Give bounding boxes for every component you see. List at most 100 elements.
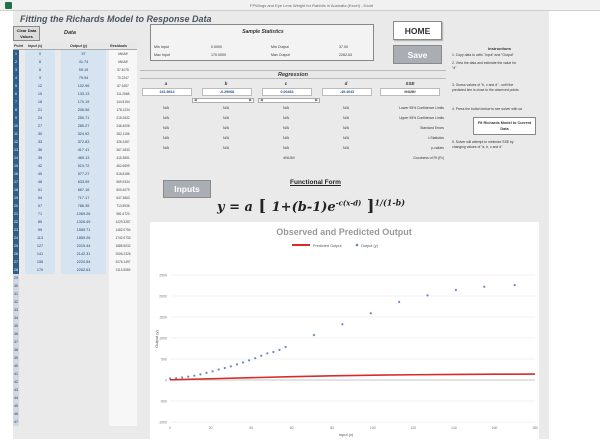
input-cell[interactable]: 51 <box>25 186 55 194</box>
input-cell[interactable]: 24 <box>25 114 55 122</box>
input-cell[interactable]: 54 <box>25 194 55 202</box>
input-cell[interactable] <box>25 346 55 354</box>
output-cell[interactable] <box>61 354 106 362</box>
input-cell[interactable] <box>25 394 55 402</box>
output-cell[interactable]: 37 <box>61 50 106 58</box>
input-cell[interactable] <box>25 298 55 306</box>
input-cell[interactable]: 141 <box>25 250 55 258</box>
output-cell[interactable]: 170.19 <box>61 98 106 106</box>
output-cell[interactable]: 324.92 <box>61 130 106 138</box>
input-cell[interactable] <box>25 418 55 426</box>
output-cell[interactable]: 206.56 <box>61 106 106 114</box>
fit-model-button[interactable]: Fit Richards Model to Current Data <box>473 117 536 135</box>
input-cell[interactable]: 18 <box>25 98 55 106</box>
input-cell[interactable] <box>25 322 55 330</box>
output-cell[interactable]: 417.41 <box>61 146 106 154</box>
output-cell[interactable] <box>61 346 106 354</box>
output-cell[interactable]: 79.94 <box>61 74 106 82</box>
param-c-slider[interactable]: ◀ ▶ <box>258 98 320 103</box>
input-cell[interactable] <box>25 402 55 410</box>
input-cell[interactable]: 113 <box>25 234 55 242</box>
output-cell[interactable]: 2220.54 <box>61 258 106 266</box>
input-cell[interactable] <box>25 410 55 418</box>
output-cell[interactable]: 59.19 <box>61 66 106 74</box>
output-cell[interactable] <box>61 386 106 394</box>
input-cell[interactable]: 12 <box>25 82 55 90</box>
output-cell[interactable] <box>61 322 106 330</box>
output-cell[interactable] <box>61 290 106 298</box>
input-cell[interactable]: 30 <box>25 130 55 138</box>
output-cell[interactable]: 102.96 <box>61 82 106 90</box>
input-cell[interactable]: 45 <box>25 170 55 178</box>
output-cell[interactable] <box>61 274 106 282</box>
arrow-left-icon[interactable]: ◀ <box>194 98 197 102</box>
output-cell[interactable]: 577.27 <box>61 170 106 178</box>
input-cell[interactable]: 21 <box>25 106 55 114</box>
param-c-input[interactable]: 0.00464 <box>262 88 312 96</box>
input-cell[interactable] <box>25 306 55 314</box>
input-cell[interactable] <box>25 378 55 386</box>
input-cell[interactable] <box>25 362 55 370</box>
home-button[interactable]: HOME <box>393 21 442 40</box>
input-cell[interactable]: 33 <box>25 138 55 146</box>
input-cell[interactable] <box>25 386 55 394</box>
inputs-button[interactable]: Inputs <box>163 180 211 198</box>
input-cell[interactable]: 155 <box>25 258 55 266</box>
output-cell[interactable] <box>61 370 106 378</box>
output-cell[interactable]: 133.13 <box>61 90 106 98</box>
output-cell[interactable]: 519.72 <box>61 162 106 170</box>
output-cell[interactable] <box>61 402 106 410</box>
input-cell[interactable]: 71 <box>25 210 55 218</box>
input-cell[interactable] <box>25 314 55 322</box>
output-cell[interactable]: 2262.63 <box>61 266 106 274</box>
output-cell[interactable] <box>61 378 106 386</box>
input-cell[interactable] <box>25 290 55 298</box>
output-cell[interactable]: 285.27 <box>61 122 106 130</box>
input-cell[interactable] <box>25 354 55 362</box>
arrow-right-icon[interactable]: ▶ <box>315 98 318 102</box>
output-cell[interactable]: 633.59 <box>61 178 106 186</box>
input-cell[interactable]: 127 <box>25 242 55 250</box>
save-button[interactable]: Save <box>393 45 442 64</box>
output-cell[interactable]: 372.83 <box>61 138 106 146</box>
output-cell[interactable]: 2015.44 <box>61 242 106 250</box>
output-cell[interactable] <box>61 394 106 402</box>
input-cell[interactable]: 99 <box>25 226 55 234</box>
arrow-left-icon[interactable]: ◀ <box>260 98 263 102</box>
output-cell[interactable] <box>61 362 106 370</box>
param-a-input[interactable]: 241.9814 <box>142 88 192 96</box>
param-b-slider[interactable]: ◀ ▶ <box>192 98 254 103</box>
output-cell[interactable]: 1859.26 <box>61 234 106 242</box>
output-cell[interactable]: 250.71 <box>61 114 106 122</box>
input-cell[interactable]: 27 <box>25 122 55 130</box>
input-cell[interactable]: 48 <box>25 178 55 186</box>
input-cell[interactable]: 85 <box>25 218 55 226</box>
output-cell[interactable]: 1069.26 <box>61 210 106 218</box>
input-cell[interactable]: 0 <box>25 50 55 58</box>
output-cell[interactable]: 469.13 <box>61 154 106 162</box>
input-cell[interactable]: 42 <box>25 162 55 170</box>
input-cell[interactable] <box>25 330 55 338</box>
output-cell[interactable]: 1326.49 <box>61 218 106 226</box>
output-cell[interactable] <box>61 298 106 306</box>
output-cell[interactable] <box>61 418 106 426</box>
output-cell[interactable] <box>61 410 106 418</box>
input-cell[interactable]: 36 <box>25 146 55 154</box>
input-cell[interactable]: 6 <box>25 66 55 74</box>
output-cell[interactable]: 717.17 <box>61 194 106 202</box>
param-d-input[interactable]: -49.4043 <box>322 88 372 96</box>
input-cell[interactable] <box>25 282 55 290</box>
output-cell[interactable]: 786.35 <box>61 202 106 210</box>
output-cell[interactable] <box>61 314 106 322</box>
input-cell[interactable] <box>25 274 55 282</box>
input-cell[interactable] <box>25 338 55 346</box>
output-cell[interactable]: 41.74 <box>61 58 106 66</box>
input-cell[interactable]: 15 <box>25 90 55 98</box>
arrow-right-icon[interactable]: ▶ <box>249 98 252 102</box>
clear-data-button[interactable]: Clear Data Values <box>13 26 40 41</box>
output-cell[interactable]: 667.16 <box>61 186 106 194</box>
input-cell[interactable]: 57 <box>25 202 55 210</box>
input-cell[interactable]: 9 <box>25 74 55 82</box>
input-cell[interactable] <box>25 370 55 378</box>
param-b-input[interactable]: -0.29068 <box>202 88 252 96</box>
